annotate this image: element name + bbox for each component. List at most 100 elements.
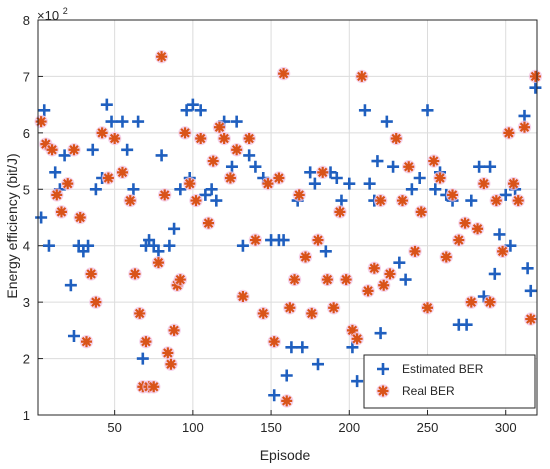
y-axis-title: Energy efficiency (bit/J) bbox=[4, 153, 20, 298]
data-point-plus bbox=[89, 183, 102, 196]
data-point-asterisk bbox=[453, 234, 465, 246]
data-point-asterisk bbox=[396, 195, 408, 207]
data-point-asterisk bbox=[218, 133, 230, 144]
data-point-plus bbox=[152, 245, 165, 258]
data-point-asterisk bbox=[368, 262, 380, 274]
data-point-plus bbox=[86, 143, 99, 156]
data-point-plus bbox=[168, 222, 181, 235]
data-point-plus bbox=[64, 279, 77, 292]
data-point-plus bbox=[116, 115, 129, 128]
legend-marker-real bbox=[376, 384, 390, 398]
data-point-plus bbox=[387, 160, 400, 173]
x-tick-label: 250 bbox=[417, 420, 439, 435]
data-point-plus bbox=[58, 149, 71, 162]
data-point-asterisk bbox=[299, 251, 311, 263]
data-point-asterisk bbox=[478, 178, 490, 190]
data-point-plus bbox=[335, 194, 348, 207]
data-point-asterisk bbox=[384, 268, 396, 280]
data-point-asterisk bbox=[116, 166, 128, 178]
data-point-plus bbox=[155, 149, 168, 162]
legend-label-real: Real BER bbox=[402, 384, 455, 398]
data-point-plus bbox=[225, 160, 238, 173]
data-point-asterisk bbox=[472, 223, 484, 235]
data-point-asterisk bbox=[165, 358, 177, 370]
data-point-asterisk bbox=[525, 313, 537, 325]
data-point-plus bbox=[429, 183, 442, 196]
data-point-asterisk bbox=[378, 279, 390, 291]
data-point-asterisk bbox=[203, 217, 215, 229]
data-point-plus bbox=[413, 172, 426, 184]
data-point-asterisk bbox=[484, 296, 496, 308]
data-point-plus bbox=[210, 194, 223, 207]
data-point-plus bbox=[499, 188, 512, 201]
data-point-asterisk bbox=[503, 127, 515, 139]
data-point-asterisk bbox=[422, 302, 434, 314]
data-point-plus bbox=[132, 115, 145, 128]
data-point-asterisk bbox=[415, 206, 427, 218]
data-point-asterisk bbox=[281, 395, 293, 407]
legend: Estimated BER Real BER bbox=[363, 354, 536, 409]
data-point-asterisk bbox=[328, 302, 340, 314]
data-point-plus bbox=[399, 273, 412, 286]
data-point-plus bbox=[67, 330, 80, 342]
data-point-asterisk bbox=[68, 144, 80, 156]
data-point-plus bbox=[186, 98, 199, 111]
data-point-plus bbox=[504, 239, 517, 252]
data-point-asterisk bbox=[156, 51, 168, 63]
data-point-asterisk bbox=[109, 133, 121, 144]
data-point-plus bbox=[524, 284, 537, 297]
data-point-plus bbox=[105, 115, 118, 128]
data-point-plus bbox=[180, 104, 193, 117]
data-point-asterisk bbox=[213, 121, 225, 133]
data-point-plus bbox=[343, 177, 356, 190]
data-point-asterisk bbox=[231, 144, 243, 156]
data-point-asterisk bbox=[490, 195, 502, 207]
axis-ticks: 50 100 150 200 250 300 1 2 3 4 5 6 7 8 bbox=[23, 13, 517, 435]
data-point-asterisk bbox=[284, 302, 296, 314]
data-point-asterisk bbox=[190, 195, 202, 207]
data-point-plus bbox=[163, 239, 176, 252]
y-tick-label: 2 bbox=[23, 352, 30, 367]
data-point-asterisk bbox=[179, 127, 191, 139]
data-point-asterisk bbox=[129, 268, 141, 280]
y-exponent-power: 2 bbox=[63, 6, 68, 16]
y-tick-label: 6 bbox=[23, 126, 30, 141]
data-point-plus bbox=[521, 262, 534, 275]
y-axis-exponent: ×10 2 bbox=[37, 6, 68, 23]
data-point-asterisk bbox=[403, 161, 415, 173]
data-point-plus bbox=[205, 183, 218, 196]
data-point-plus bbox=[136, 352, 149, 365]
data-point-plus bbox=[371, 155, 384, 168]
data-point-asterisk bbox=[512, 195, 524, 207]
data-point-plus bbox=[358, 104, 371, 117]
data-point-asterisk bbox=[168, 324, 180, 336]
data-point-asterisk bbox=[174, 274, 186, 286]
data-point-plus bbox=[330, 172, 343, 184]
data-point-asterisk bbox=[207, 155, 219, 167]
data-point-asterisk bbox=[497, 245, 509, 257]
data-point-plus bbox=[374, 327, 387, 340]
data-point-plus bbox=[377, 363, 389, 375]
data-point-plus bbox=[236, 239, 249, 252]
data-point-plus bbox=[304, 166, 317, 179]
data-point-asterisk bbox=[529, 70, 541, 82]
data-point-plus bbox=[473, 160, 486, 173]
data-point-plus bbox=[529, 81, 542, 94]
data-point-asterisk bbox=[447, 189, 459, 201]
x-tick-label: 50 bbox=[107, 420, 121, 435]
plot-frame bbox=[37, 19, 538, 416]
x-tick-label: 200 bbox=[338, 420, 360, 435]
data-point-asterisk bbox=[278, 68, 290, 80]
data-point-plus bbox=[460, 318, 473, 331]
data-point-plus bbox=[121, 143, 134, 156]
x-tick-label: 150 bbox=[260, 420, 282, 435]
data-point-asterisk bbox=[356, 70, 368, 82]
x-tick-label: 300 bbox=[495, 420, 517, 435]
data-point-plus bbox=[277, 234, 290, 247]
data-point-plus bbox=[194, 104, 207, 117]
data-point-asterisk bbox=[237, 291, 249, 302]
y-tick-label: 8 bbox=[23, 13, 30, 28]
data-point-plus bbox=[319, 245, 332, 258]
data-point-asterisk bbox=[55, 206, 67, 218]
